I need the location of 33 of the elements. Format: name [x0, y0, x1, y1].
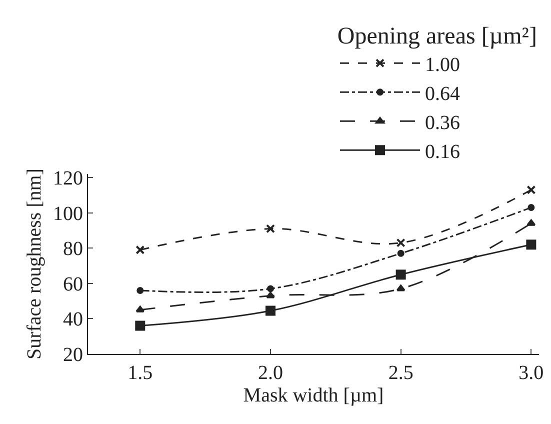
legend-label: 0.64	[425, 82, 460, 105]
point	[526, 219, 536, 226]
x-axis-title: Mask width [µm]	[243, 384, 384, 406]
point	[266, 224, 275, 234]
point	[266, 285, 274, 292]
x-tick-label: 3.0	[518, 362, 544, 384]
point	[397, 250, 404, 257]
point	[136, 245, 145, 254]
point	[526, 240, 536, 250]
y-tick-label: 80	[63, 238, 83, 260]
y-tick-label: 120	[53, 168, 83, 190]
x-tick-label: 1.5	[128, 362, 153, 384]
legend-label: 1.00	[425, 54, 460, 76]
point	[266, 292, 275, 298]
point	[136, 286, 144, 294]
point	[526, 185, 536, 194]
y-tick-label: 40	[63, 308, 83, 331]
legend-label: 0.16	[425, 140, 460, 163]
point	[136, 306, 145, 312]
point	[396, 284, 406, 292]
point	[528, 204, 535, 212]
y-tick-label: 20	[63, 344, 83, 366]
y-tick-label: 60	[63, 273, 83, 296]
legend-label: 0.36	[425, 112, 460, 134]
y-tick-label: 100	[53, 202, 83, 225]
point	[265, 306, 276, 316]
x-tick-label: 2.5	[388, 362, 414, 384]
point	[396, 238, 406, 248]
point	[135, 320, 146, 331]
y-axis-title: Surface roughness [nm]	[24, 168, 46, 360]
x-tick-label: 2.0	[258, 362, 283, 384]
point	[396, 270, 406, 280]
legend-title: Opening areas [µm²]	[337, 24, 537, 50]
